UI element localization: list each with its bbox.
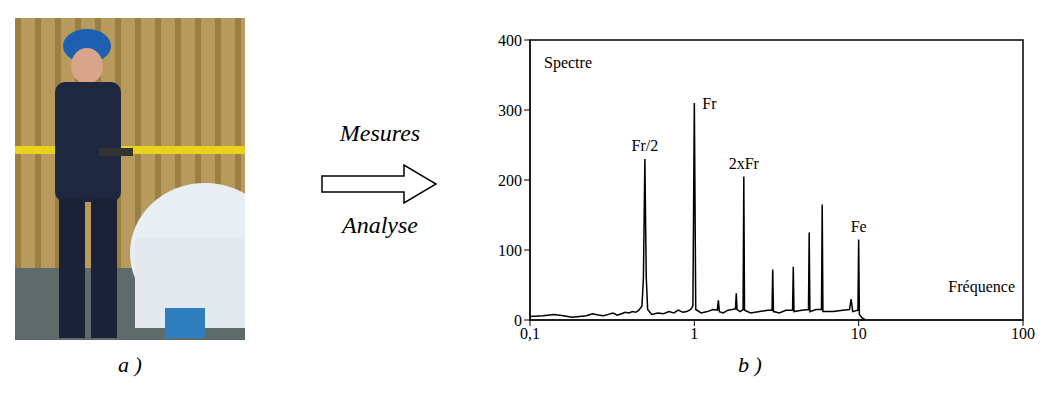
svg-text:400: 400 [498,32,522,49]
html-text:Spectre: Spectre [544,54,592,71]
svg-text:200: 200 [498,172,522,189]
svg-text:0,1: 0,1 [520,325,540,342]
svg-text:Fr: Fr [702,95,717,112]
svg-text:2xFr: 2xFr [729,155,760,172]
html-text:Fréquence: Fréquence [948,278,1015,295]
svg-text:Fr/2: Fr/2 [632,137,659,154]
svg-text:100: 100 [498,242,522,259]
svg-text:10: 10 [851,325,867,342]
svg-text:0: 0 [514,312,522,329]
html-text:Analyse: Analyse [342,212,418,238]
svg-text:300: 300 [498,102,522,119]
html-text:a ): a ) [118,352,142,377]
svg-text:100: 100 [1011,325,1035,342]
html-text:b ): b ) [738,352,762,377]
svg-text:Fe: Fe [851,218,867,235]
html-text:Mesures: Mesures [339,120,421,146]
svg-text:1: 1 [690,325,698,342]
